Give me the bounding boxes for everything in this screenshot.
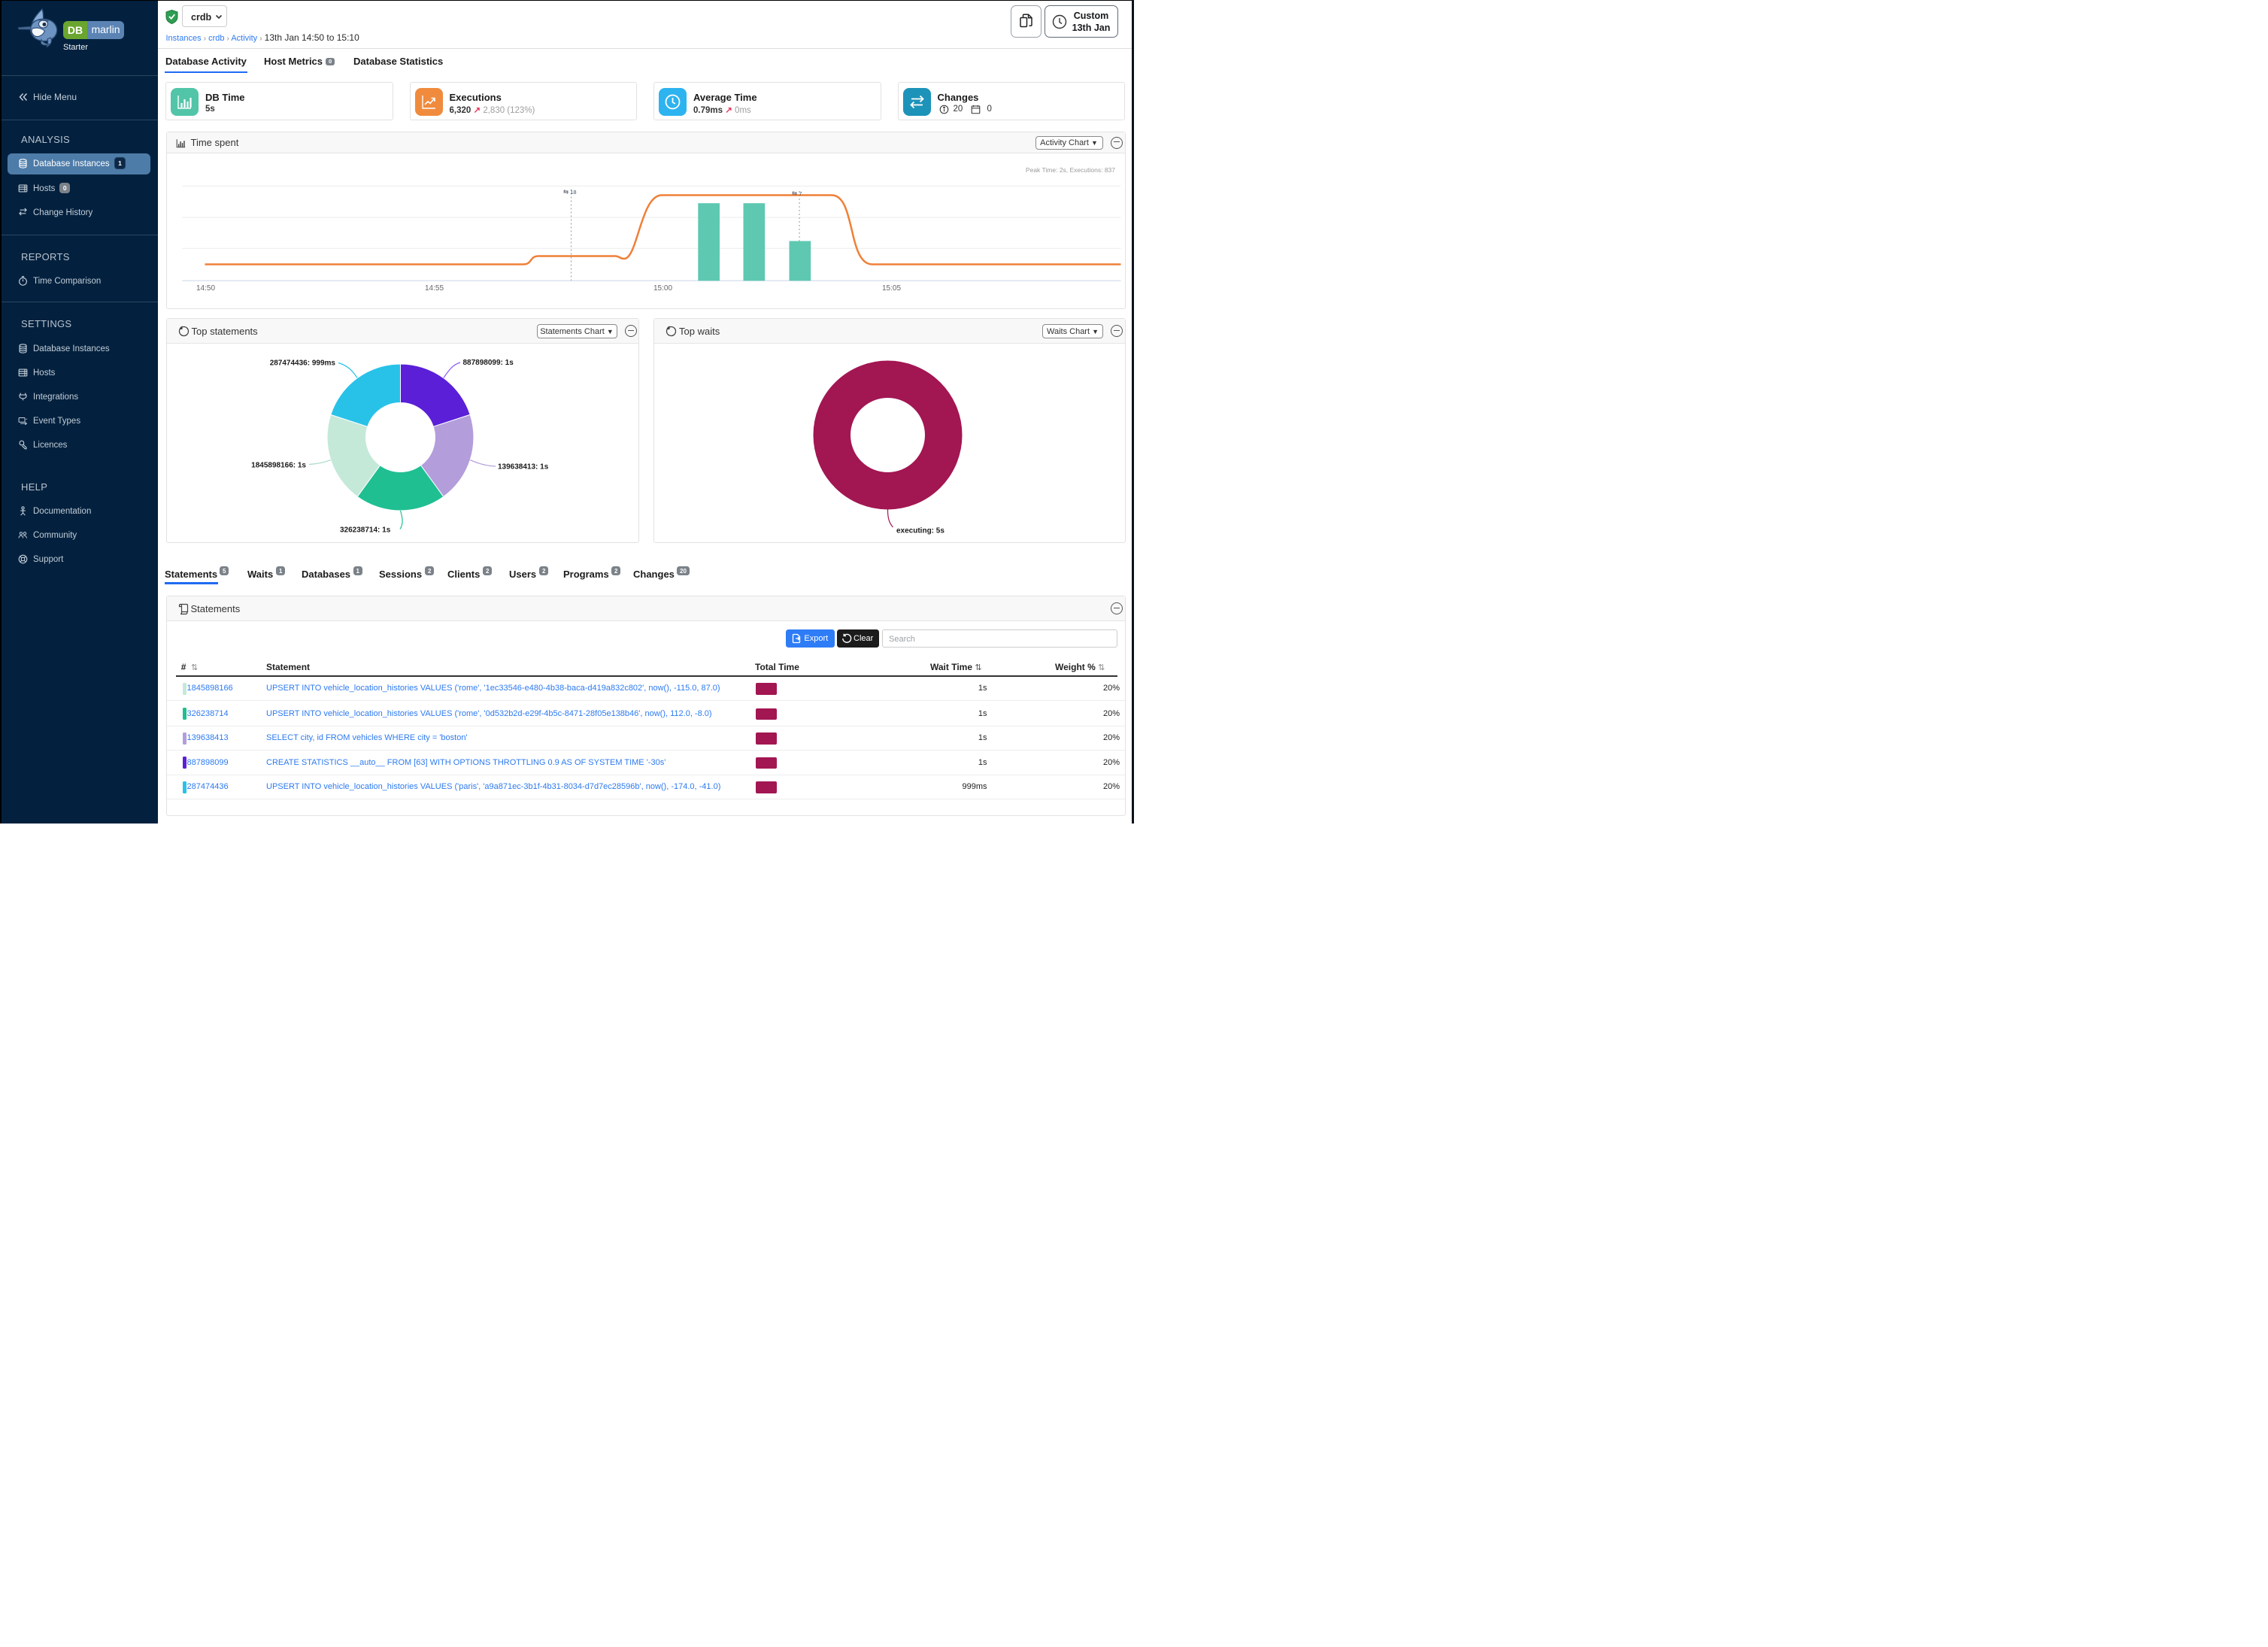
svg-text:1845898166: 1s: 1845898166: 1s <box>251 462 306 470</box>
svg-text:14:55: 14:55 <box>424 284 443 293</box>
svg-text:287474436: 999ms: 287474436: 999ms <box>269 359 335 368</box>
svg-text:887898099: 1s: 887898099: 1s <box>462 359 514 367</box>
svg-text:15:00: 15:00 <box>653 284 672 293</box>
svg-text:326238714: 1s: 326238714: 1s <box>340 526 391 535</box>
svg-text:⇆ 7: ⇆ 7 <box>792 190 802 197</box>
svg-text:15:05: 15:05 <box>881 284 900 293</box>
svg-text:14:50: 14:50 <box>196 284 214 293</box>
svg-text:executing: 5s: executing: 5s <box>896 527 944 535</box>
svg-text:⇆ 18: ⇆ 18 <box>563 188 577 196</box>
svg-text:Peak Time: 2s, Executions: 837: Peak Time: 2s, Executions: 837 <box>1025 166 1114 174</box>
svg-text:139638413: 1s: 139638413: 1s <box>498 463 549 472</box>
